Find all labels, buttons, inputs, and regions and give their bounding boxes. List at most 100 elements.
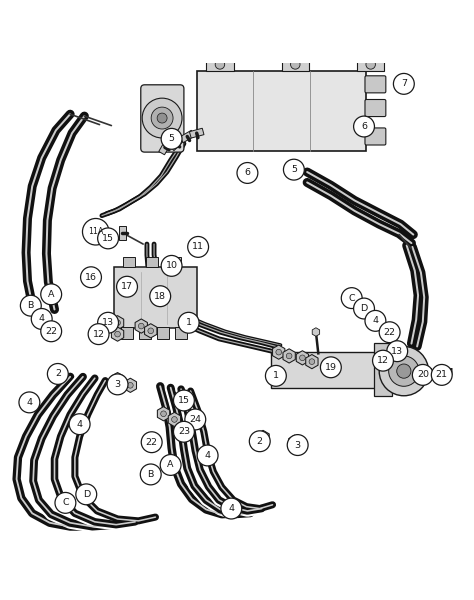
Text: A: A [48, 290, 55, 299]
Circle shape [115, 320, 120, 326]
Circle shape [393, 73, 414, 94]
Circle shape [20, 295, 41, 316]
Circle shape [188, 236, 209, 257]
Text: 16: 16 [85, 273, 97, 282]
FancyBboxPatch shape [146, 257, 158, 267]
Text: 4: 4 [205, 451, 210, 460]
Circle shape [88, 323, 109, 344]
Circle shape [117, 276, 137, 297]
Text: B: B [27, 301, 34, 310]
FancyBboxPatch shape [357, 58, 384, 71]
Text: 6: 6 [361, 122, 367, 131]
Text: 4: 4 [77, 419, 82, 428]
Text: 2: 2 [55, 370, 61, 379]
Text: 18: 18 [154, 292, 166, 301]
Text: 3: 3 [295, 440, 301, 449]
Circle shape [341, 287, 362, 308]
Circle shape [128, 382, 133, 388]
Polygon shape [169, 137, 183, 151]
Polygon shape [273, 345, 285, 359]
Circle shape [107, 374, 128, 395]
Circle shape [19, 392, 40, 413]
Circle shape [387, 341, 408, 362]
FancyBboxPatch shape [365, 76, 386, 93]
Polygon shape [283, 349, 295, 363]
Polygon shape [111, 327, 124, 341]
Text: A: A [167, 460, 174, 469]
Circle shape [138, 323, 144, 329]
Text: 5: 5 [169, 134, 174, 143]
Circle shape [173, 421, 194, 442]
Circle shape [300, 355, 305, 361]
Text: 10: 10 [165, 262, 178, 271]
Circle shape [366, 59, 375, 69]
FancyBboxPatch shape [123, 257, 135, 267]
Circle shape [291, 59, 300, 69]
Circle shape [98, 228, 118, 249]
Text: 21: 21 [436, 370, 448, 379]
Text: 19: 19 [325, 363, 337, 372]
Circle shape [412, 364, 433, 385]
Circle shape [148, 328, 154, 334]
FancyBboxPatch shape [157, 328, 169, 339]
Text: B: B [147, 470, 154, 479]
Circle shape [141, 432, 162, 452]
Circle shape [379, 322, 400, 343]
Circle shape [178, 313, 199, 333]
Text: 12: 12 [377, 356, 389, 365]
Circle shape [309, 359, 315, 364]
Circle shape [260, 434, 266, 440]
Polygon shape [111, 373, 124, 387]
Text: C: C [348, 293, 355, 302]
Text: 4: 4 [39, 314, 45, 323]
Polygon shape [168, 412, 181, 427]
Text: 11: 11 [192, 242, 204, 251]
Polygon shape [124, 378, 137, 392]
Circle shape [160, 455, 181, 475]
Circle shape [115, 331, 120, 337]
Text: 17: 17 [121, 282, 133, 291]
FancyBboxPatch shape [282, 58, 309, 71]
FancyBboxPatch shape [175, 328, 187, 339]
Text: 13: 13 [391, 347, 403, 356]
Text: 7: 7 [401, 79, 407, 88]
Circle shape [151, 107, 173, 129]
FancyBboxPatch shape [197, 71, 366, 151]
Circle shape [172, 416, 177, 422]
Circle shape [354, 298, 374, 319]
Circle shape [98, 313, 118, 333]
Circle shape [69, 414, 90, 434]
Text: 4: 4 [373, 316, 378, 325]
Circle shape [41, 284, 62, 305]
FancyBboxPatch shape [365, 100, 386, 116]
Circle shape [173, 390, 194, 411]
Circle shape [431, 364, 452, 385]
Circle shape [161, 128, 182, 149]
Polygon shape [123, 282, 135, 288]
Circle shape [161, 411, 166, 416]
Polygon shape [145, 323, 157, 338]
Circle shape [115, 377, 120, 382]
Polygon shape [111, 316, 124, 330]
FancyBboxPatch shape [206, 58, 234, 71]
Text: 22: 22 [45, 327, 57, 336]
Polygon shape [289, 435, 301, 449]
Text: D: D [82, 490, 90, 499]
Text: 4: 4 [27, 398, 32, 407]
FancyBboxPatch shape [365, 128, 386, 145]
Polygon shape [135, 319, 147, 333]
Circle shape [320, 357, 341, 378]
Text: C: C [62, 499, 69, 508]
Circle shape [373, 350, 393, 371]
Circle shape [365, 310, 386, 331]
Circle shape [185, 409, 206, 430]
Polygon shape [156, 292, 168, 297]
Circle shape [140, 464, 161, 485]
FancyBboxPatch shape [374, 343, 392, 396]
Circle shape [31, 308, 52, 329]
Circle shape [76, 484, 97, 505]
Circle shape [215, 59, 225, 69]
Circle shape [161, 256, 182, 276]
Text: 5: 5 [291, 165, 297, 174]
Circle shape [41, 321, 62, 342]
